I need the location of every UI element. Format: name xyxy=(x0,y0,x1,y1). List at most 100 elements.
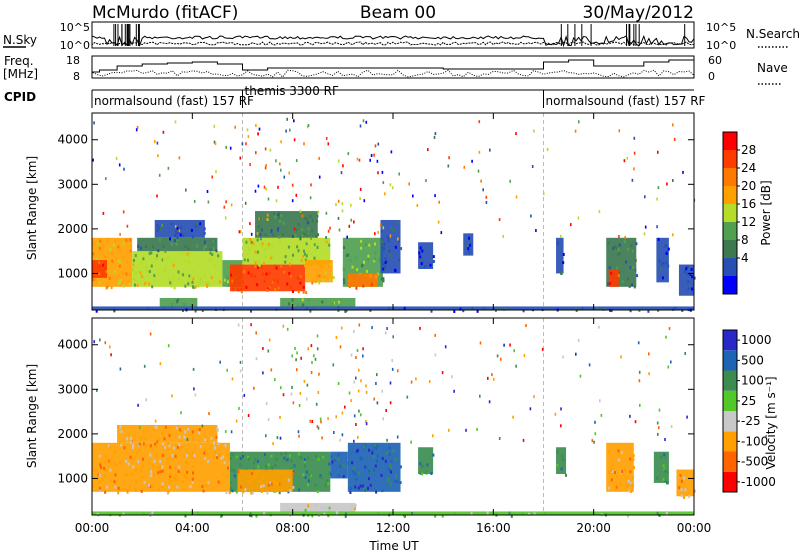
range-gate xyxy=(305,217,308,221)
range-gate xyxy=(347,253,350,257)
range-gate xyxy=(150,264,153,268)
range-gate xyxy=(231,377,234,381)
range-gate xyxy=(277,482,280,485)
range-gate xyxy=(510,514,513,518)
range-gate xyxy=(665,261,668,265)
range-gate xyxy=(250,491,253,495)
range-gate xyxy=(132,465,135,469)
range-gate xyxy=(670,360,672,364)
range-gate xyxy=(503,343,505,347)
range-gate xyxy=(194,309,197,313)
range-gate xyxy=(250,323,252,327)
range-gate xyxy=(327,482,330,486)
range-gate xyxy=(360,413,362,417)
range-gate xyxy=(103,473,106,477)
range-gate xyxy=(400,247,403,251)
range-gate xyxy=(250,232,253,236)
range-gate xyxy=(304,252,306,256)
range-gate xyxy=(139,426,141,430)
range-gate xyxy=(644,225,647,229)
range-gate xyxy=(299,281,302,285)
noise-tick-low-right: 10^0 xyxy=(706,39,736,52)
range-gate xyxy=(168,426,171,430)
range-gate xyxy=(306,251,309,255)
freq-trace xyxy=(91,59,695,78)
range-gate xyxy=(184,514,187,518)
range-gate xyxy=(258,263,260,267)
colorbar-tick-label: 100 xyxy=(741,374,764,388)
range-gate xyxy=(129,238,132,242)
range-gate xyxy=(282,233,284,237)
range-gate xyxy=(220,456,223,460)
range-gate xyxy=(680,479,683,483)
range-gate xyxy=(560,467,563,471)
range-gate xyxy=(214,264,216,268)
range-gate xyxy=(672,123,674,127)
x-tick-label: 12:00 xyxy=(376,521,411,535)
range-gate xyxy=(109,458,112,462)
range-gate xyxy=(600,413,603,417)
range-gate xyxy=(356,157,359,161)
range-gate xyxy=(114,270,117,274)
range-gate xyxy=(95,258,98,261)
range-gate xyxy=(361,263,364,267)
range-gate xyxy=(377,142,380,146)
range-gate xyxy=(97,473,100,477)
range-gate xyxy=(178,465,181,469)
range-gate xyxy=(134,254,137,258)
range-gate xyxy=(225,200,227,204)
range-gate xyxy=(277,211,280,215)
range-gate xyxy=(178,229,181,233)
cell-block xyxy=(159,297,198,307)
range-gate xyxy=(288,171,290,175)
range-gate xyxy=(137,244,140,248)
range-gate xyxy=(357,486,360,490)
range-gate xyxy=(666,470,669,474)
range-gate xyxy=(467,247,470,251)
range-gate xyxy=(470,512,473,516)
range-gate xyxy=(326,479,329,483)
range-gate xyxy=(123,472,126,476)
range-gate xyxy=(288,508,291,512)
nsky-trace xyxy=(91,34,695,48)
range-gate xyxy=(310,236,312,240)
range-gate xyxy=(233,469,236,473)
range-gate xyxy=(140,436,143,440)
range-gate xyxy=(388,453,391,457)
range-gate xyxy=(215,435,218,439)
range-gate xyxy=(182,455,185,458)
range-gate xyxy=(197,284,200,288)
range-gate xyxy=(313,256,316,260)
range-gate xyxy=(365,420,367,423)
range-gate xyxy=(318,156,320,160)
range-gate xyxy=(305,242,308,246)
range-gate xyxy=(292,485,295,489)
range-gate xyxy=(362,284,365,288)
range-gate xyxy=(167,447,170,451)
range-gate xyxy=(441,371,444,375)
range-gate xyxy=(162,244,165,248)
range-gate xyxy=(316,214,319,218)
heatmap-cell xyxy=(380,219,403,274)
range-gate xyxy=(353,330,355,333)
range-gate xyxy=(291,298,294,302)
range-gate xyxy=(122,210,125,214)
range-gate xyxy=(441,514,444,518)
range-gate xyxy=(157,256,159,260)
range-gate xyxy=(254,250,257,254)
range-gate xyxy=(115,156,118,160)
range-gate xyxy=(129,249,132,253)
nave-tick-low: 0 xyxy=(708,70,715,83)
range-gate xyxy=(176,226,179,230)
range-gate xyxy=(299,209,302,213)
range-gate xyxy=(231,287,234,291)
range-gate xyxy=(302,285,305,289)
range-gate xyxy=(384,257,387,261)
velocity-cells xyxy=(92,318,696,518)
range-gate xyxy=(679,474,682,478)
cell-block xyxy=(656,237,669,283)
range-gate xyxy=(269,148,272,152)
range-gate xyxy=(376,373,378,377)
colorbar-tick-label: -25 xyxy=(741,414,761,428)
